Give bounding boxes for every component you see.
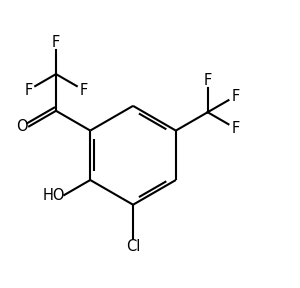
Text: F: F (80, 83, 88, 98)
Text: O: O (16, 119, 28, 134)
Text: Cl: Cl (126, 239, 140, 254)
Text: F: F (52, 35, 60, 50)
Text: F: F (203, 73, 212, 88)
Text: F: F (24, 83, 32, 98)
Text: F: F (231, 89, 239, 104)
Text: F: F (231, 121, 239, 136)
Text: HO: HO (43, 188, 66, 203)
